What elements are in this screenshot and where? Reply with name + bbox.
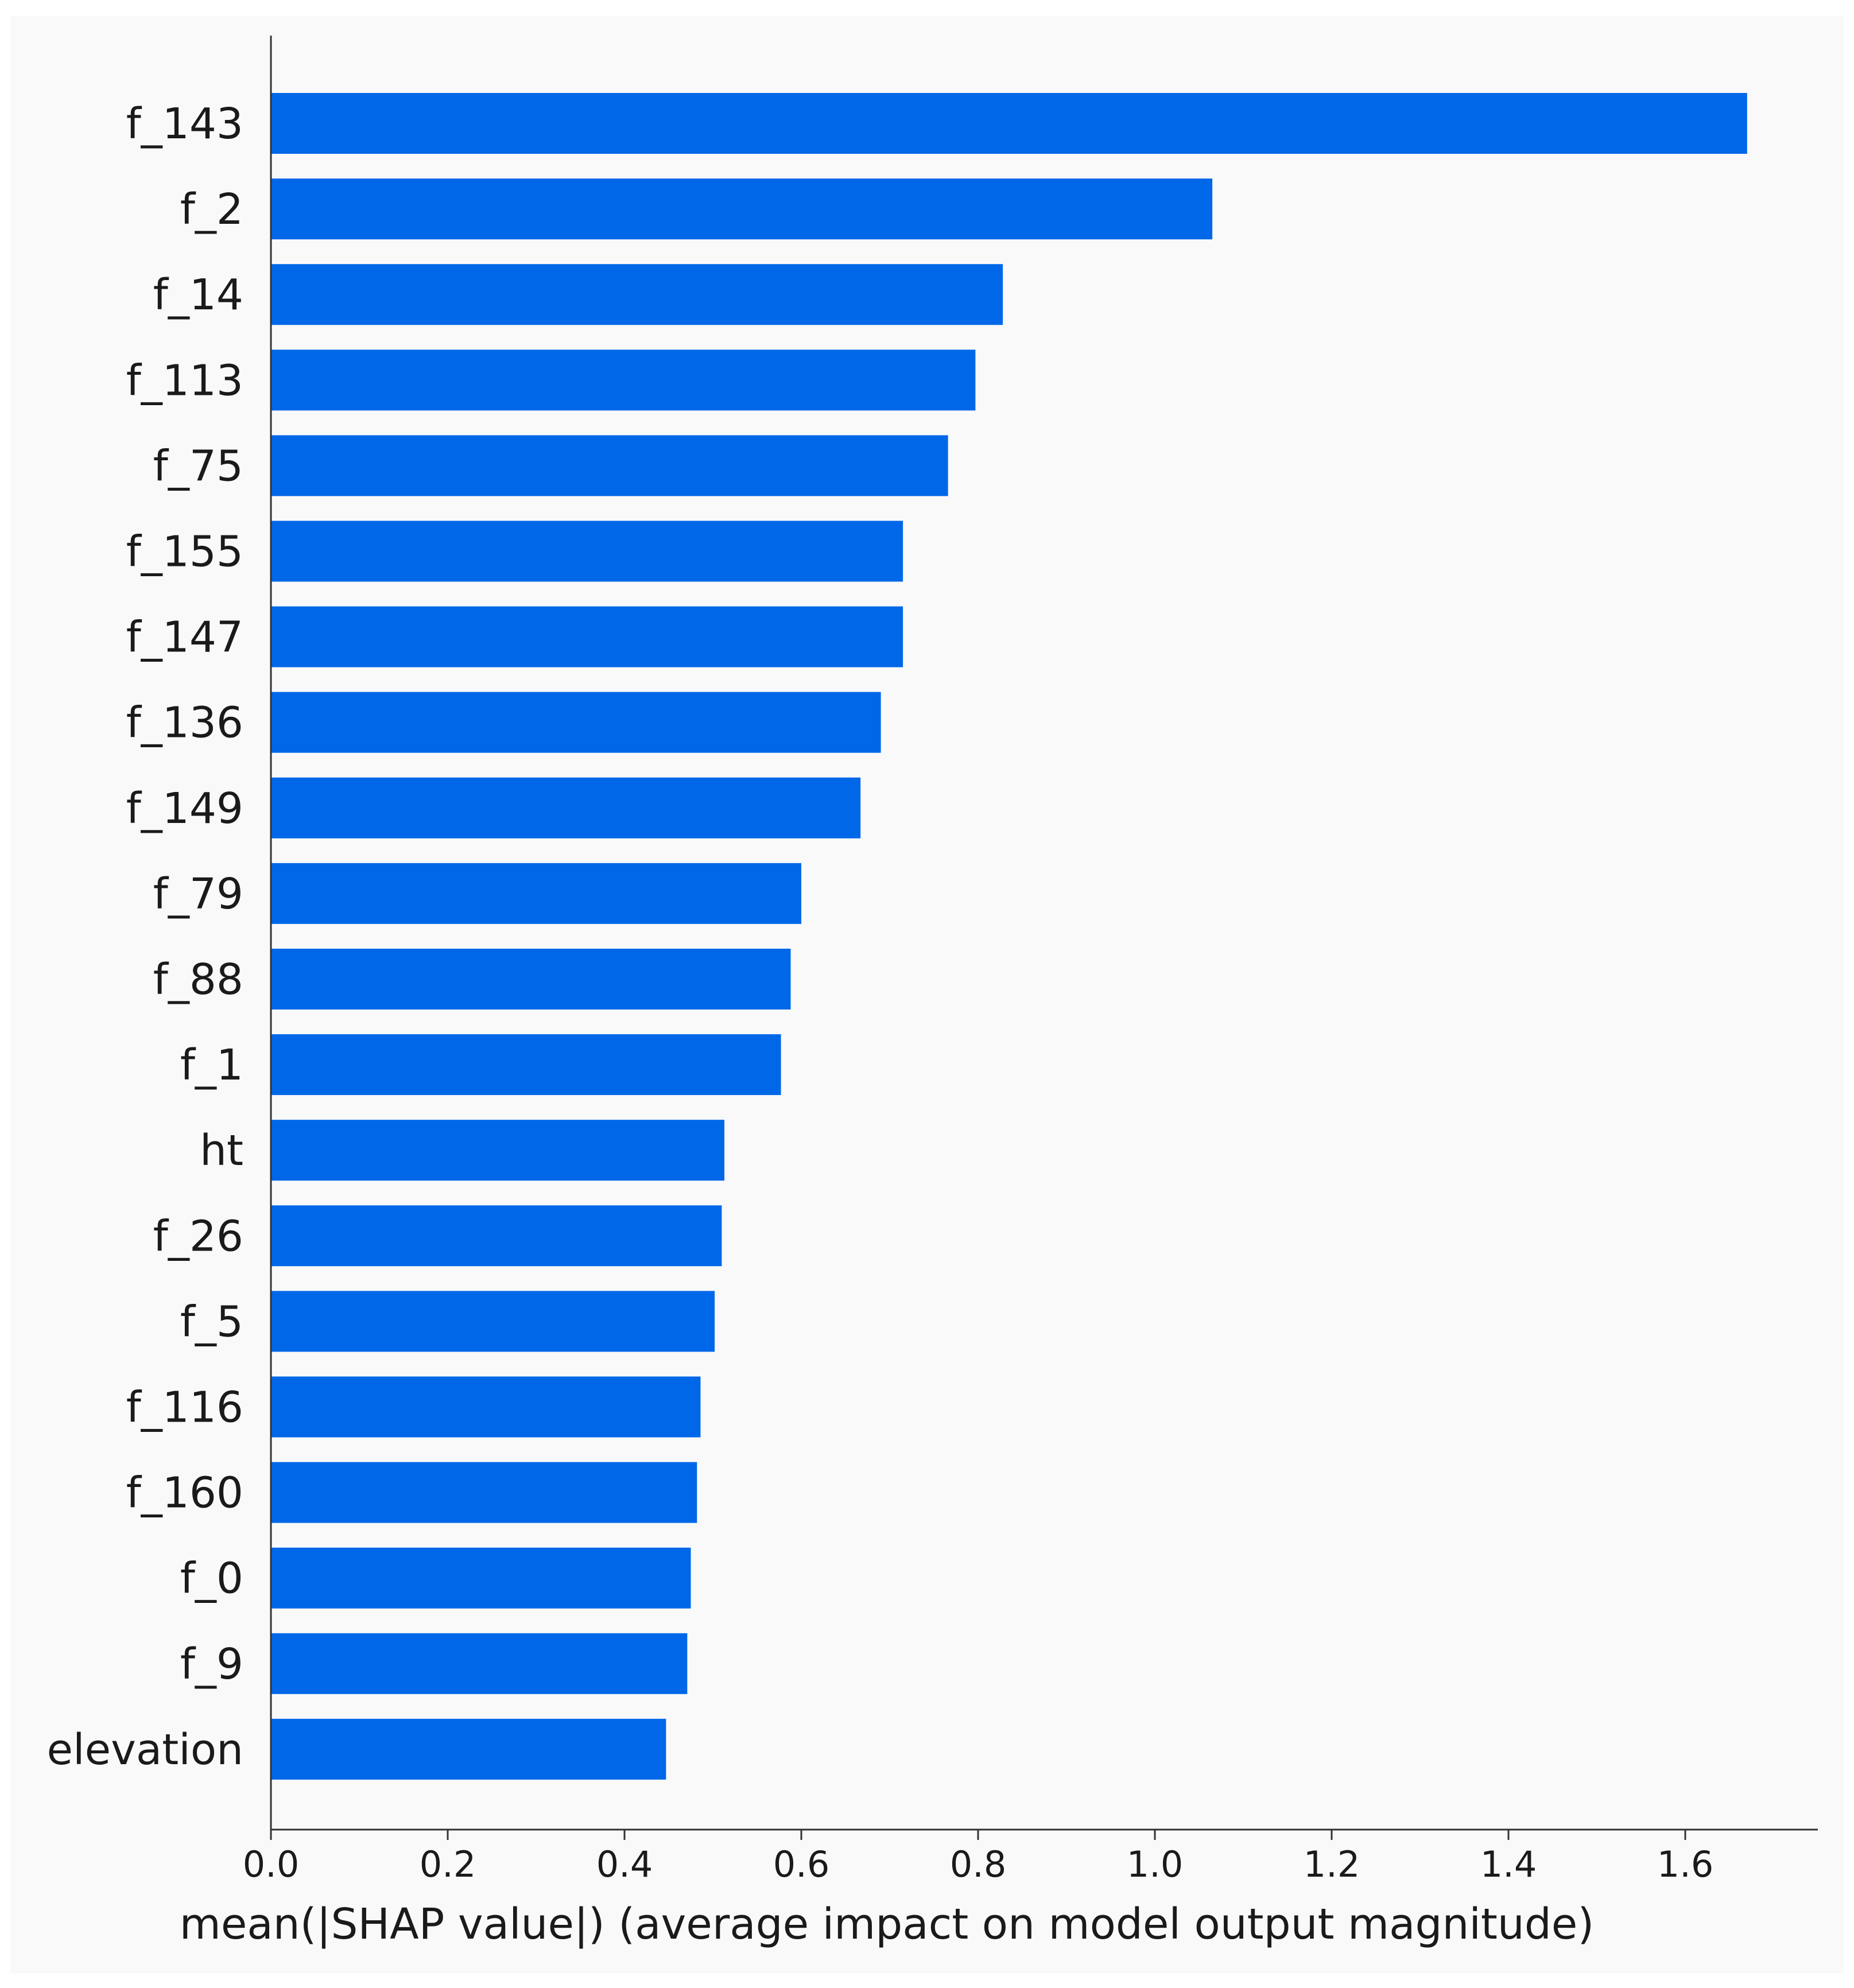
bar-f-136 <box>271 692 881 753</box>
category-label-f-155: f_155 <box>126 527 243 577</box>
category-label-elevation: elevation <box>46 1725 243 1775</box>
bar-f-147 <box>271 606 903 667</box>
category-label-f-9: f_9 <box>180 1640 243 1689</box>
category-label-f-1: f_1 <box>180 1040 243 1090</box>
category-label-f-26: f_26 <box>153 1212 243 1261</box>
category-label-f-79: f_79 <box>153 869 243 919</box>
category-label-f-14: f_14 <box>153 270 243 320</box>
x-tick-label: 0.0 <box>243 1843 300 1885</box>
bar-f-149 <box>271 777 861 838</box>
bar-f-14 <box>271 264 1003 325</box>
bar-f-26 <box>271 1205 722 1267</box>
x-tick-label: 1.0 <box>1127 1843 1184 1885</box>
category-labels: f_143 f_2 f_14 f_113 f_75 f_155 f_147 f_136 f_14… <box>46 99 243 1775</box>
bar-f-143 <box>271 93 1747 154</box>
category-label-f-0: f_0 <box>180 1554 243 1603</box>
x-tick-label: 0.2 <box>420 1843 476 1885</box>
category-label-f-5: f_5 <box>180 1297 243 1346</box>
category-label-f-149: f_149 <box>126 784 243 833</box>
bar-ht <box>271 1120 725 1181</box>
bar-f-75 <box>271 435 948 496</box>
category-label-f-88: f_88 <box>153 955 243 1004</box>
bars-layer <box>271 93 1747 1780</box>
bar-f-113 <box>271 350 976 411</box>
x-tick-label: 0.8 <box>950 1843 1007 1885</box>
category-label-f-116: f_116 <box>126 1383 243 1432</box>
category-label-f-160: f_160 <box>126 1469 243 1518</box>
category-label-f-113: f_113 <box>126 356 243 405</box>
category-label-ht: ht <box>200 1126 243 1175</box>
x-tick-label: 1.6 <box>1657 1843 1714 1885</box>
bar-f-88 <box>271 949 791 1009</box>
x-tick-label: 0.6 <box>773 1843 830 1885</box>
x-tick-label: 0.4 <box>596 1843 653 1885</box>
bar-f-116 <box>271 1376 701 1438</box>
category-label-f-2: f_2 <box>180 185 243 234</box>
x-axis-ticks: 0.0 0.2 0.4 0.6 0.8 1.0 1.2 1.4 1.6 <box>243 1830 1714 1885</box>
axes <box>270 36 1818 1831</box>
bar-f-1 <box>271 1034 781 1096</box>
bar-f-79 <box>271 863 801 924</box>
x-tick-label: 1.2 <box>1304 1843 1360 1885</box>
x-tick-label: 1.4 <box>1480 1843 1537 1885</box>
category-label-f-147: f_147 <box>126 613 243 662</box>
bar-f-9 <box>271 1633 688 1694</box>
category-label-f-136: f_136 <box>126 698 243 748</box>
bar-f-2 <box>271 178 1213 240</box>
category-label-f-143: f_143 <box>126 99 243 149</box>
bar-f-5 <box>271 1291 715 1352</box>
bar-elevation <box>271 1718 666 1780</box>
x-axis-label: mean(|SHAP value|) (average impact on mo… <box>180 1900 1594 1949</box>
bar-f-155 <box>271 521 903 582</box>
bar-f-0 <box>271 1547 691 1609</box>
bar-f-160 <box>271 1462 697 1523</box>
category-label-f-75: f_75 <box>153 441 243 491</box>
